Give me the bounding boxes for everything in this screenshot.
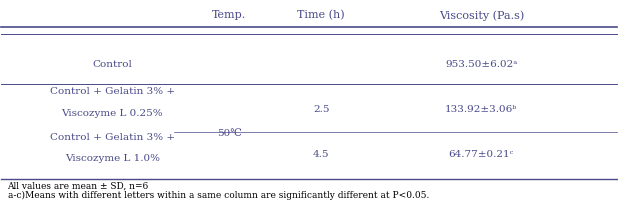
Text: Viscozyme L 1.0%: Viscozyme L 1.0% xyxy=(65,154,159,163)
Text: 953.50±6.02ᵃ: 953.50±6.02ᵃ xyxy=(445,60,517,69)
Text: Viscozyme L 0.25%: Viscozyme L 0.25% xyxy=(61,109,163,118)
Text: All values are mean ± SD, n=6: All values are mean ± SD, n=6 xyxy=(7,182,149,190)
Text: Control + Gelatin 3% +: Control + Gelatin 3% + xyxy=(49,87,175,96)
Text: Temp.: Temp. xyxy=(212,10,246,20)
Text: 50℃: 50℃ xyxy=(216,129,242,138)
Text: 133.92±3.06ᵇ: 133.92±3.06ᵇ xyxy=(445,105,517,114)
Text: 2.5: 2.5 xyxy=(313,105,329,114)
Text: Control: Control xyxy=(92,60,132,69)
Text: a-c)Means with different letters within a same column are significantly differen: a-c)Means with different letters within … xyxy=(7,190,429,200)
Text: Control + Gelatin 3% +: Control + Gelatin 3% + xyxy=(49,133,175,142)
Text: 4.5: 4.5 xyxy=(313,150,329,159)
Text: 64.77±0.21ᶜ: 64.77±0.21ᶜ xyxy=(449,150,514,159)
Text: Time (h): Time (h) xyxy=(297,10,345,20)
Text: Viscosity (Pa.s): Viscosity (Pa.s) xyxy=(439,10,524,21)
